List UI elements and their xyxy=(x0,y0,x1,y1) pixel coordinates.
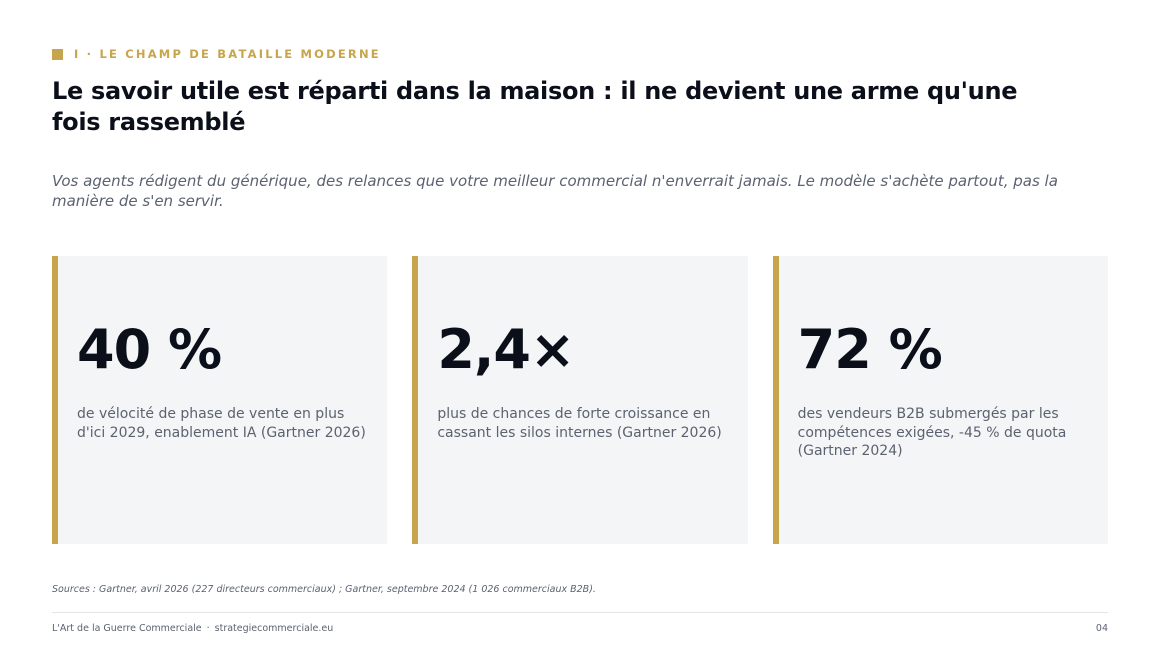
footer-site: strategiecommerciale.eu xyxy=(214,623,334,634)
slide-subtitle: Vos agents rédigent du générique, des re… xyxy=(52,172,1058,210)
stat-value: 2,4× xyxy=(437,318,575,381)
footer-separator: · xyxy=(206,623,210,634)
stat-cards: 40 % de vélocité de phase de vente en pl… xyxy=(52,256,1108,544)
sources-note: Sources : Gartner, avril 2026 (227 direc… xyxy=(52,584,596,595)
stat-description: plus de chances de forte croissance en c… xyxy=(437,406,722,441)
page-number: 04 xyxy=(1095,623,1108,634)
stat-card: 72 % des vendeurs B2B submergés par les … xyxy=(772,256,1108,544)
stat-value: 72 % xyxy=(797,318,943,381)
stat-description: de vélocité de phase de vente en plus d'… xyxy=(77,406,366,441)
footer-brand: L'Art de la Guerre Commerciale xyxy=(52,623,202,634)
stat-description: des vendeurs B2B submergés par les compé… xyxy=(797,406,1067,459)
section-tag: I · LE CHAMP DE BATAILLE MODERNE xyxy=(52,47,381,61)
footer-credits: L'Art de la Guerre Commerciale · strategie… xyxy=(52,623,333,634)
section-marker-square xyxy=(52,48,63,60)
slide-title: Le savoir utile est réparti dans la mais… xyxy=(52,77,1018,136)
stat-value: 40 % xyxy=(77,318,222,381)
section-label: I · LE CHAMP DE BATAILLE MODERNE xyxy=(74,47,381,61)
footer-divider xyxy=(52,612,1108,613)
stat-card: 40 % de vélocité de phase de vente en pl… xyxy=(52,256,388,544)
stat-card: 2,4× plus de chances de forte croissance… xyxy=(412,256,748,544)
